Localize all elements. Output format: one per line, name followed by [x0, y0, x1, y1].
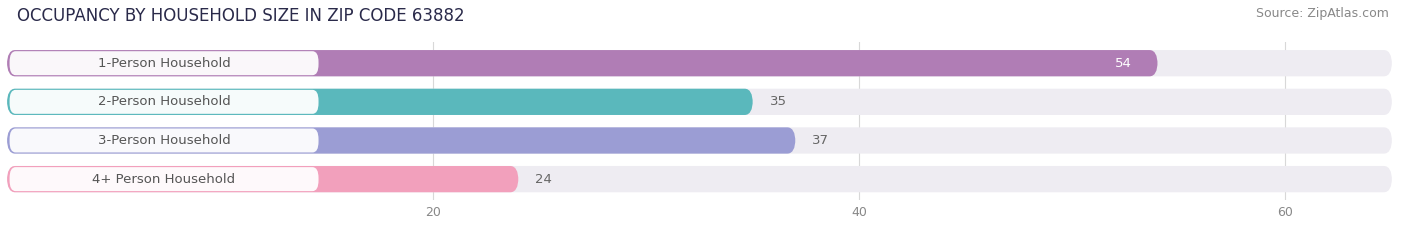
Text: 54: 54 [1115, 57, 1132, 70]
Text: 2-Person Household: 2-Person Household [97, 95, 231, 108]
FancyBboxPatch shape [10, 90, 319, 114]
FancyBboxPatch shape [7, 166, 519, 192]
Text: 24: 24 [536, 173, 553, 186]
FancyBboxPatch shape [7, 89, 752, 115]
Text: 3-Person Household: 3-Person Household [97, 134, 231, 147]
Text: 37: 37 [813, 134, 830, 147]
Text: 35: 35 [770, 95, 787, 108]
FancyBboxPatch shape [7, 50, 1392, 76]
Text: OCCUPANCY BY HOUSEHOLD SIZE IN ZIP CODE 63882: OCCUPANCY BY HOUSEHOLD SIZE IN ZIP CODE … [17, 7, 464, 25]
Text: 4+ Person Household: 4+ Person Household [93, 173, 236, 186]
FancyBboxPatch shape [10, 167, 319, 191]
FancyBboxPatch shape [10, 129, 319, 152]
FancyBboxPatch shape [7, 89, 1392, 115]
FancyBboxPatch shape [7, 50, 1157, 76]
Text: Source: ZipAtlas.com: Source: ZipAtlas.com [1256, 7, 1389, 20]
FancyBboxPatch shape [10, 51, 319, 75]
FancyBboxPatch shape [7, 127, 796, 154]
FancyBboxPatch shape [7, 166, 1392, 192]
Text: 1-Person Household: 1-Person Household [97, 57, 231, 70]
FancyBboxPatch shape [7, 127, 1392, 154]
